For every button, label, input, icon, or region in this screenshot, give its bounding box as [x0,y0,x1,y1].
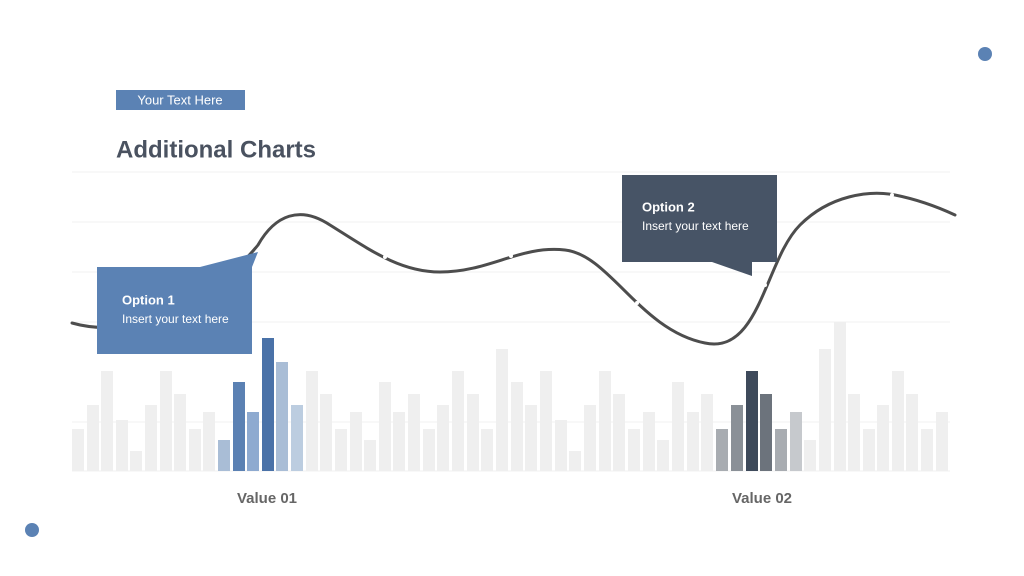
callout-title: Option 2 [642,199,695,214]
trend-curve [70,191,957,346]
tag-text: Your Text Here [137,92,222,107]
highlight-bars-2 [716,371,802,471]
callout-box [97,252,258,354]
callout-text: Insert your text here [122,312,229,326]
curve-dots [254,193,894,305]
callout-text: Insert your text here [642,219,749,233]
decor-dot [978,47,992,61]
highlight-bars-1 [218,338,303,471]
value-label: Value 02 [732,490,792,507]
decor-dot [25,523,39,537]
background-bars [72,322,948,471]
callout-box [622,175,777,276]
tag-box [116,90,245,110]
callout-title: Option 1 [122,292,175,307]
value-label: Value 01 [237,490,297,507]
slide-title: Additional Charts [116,136,316,163]
